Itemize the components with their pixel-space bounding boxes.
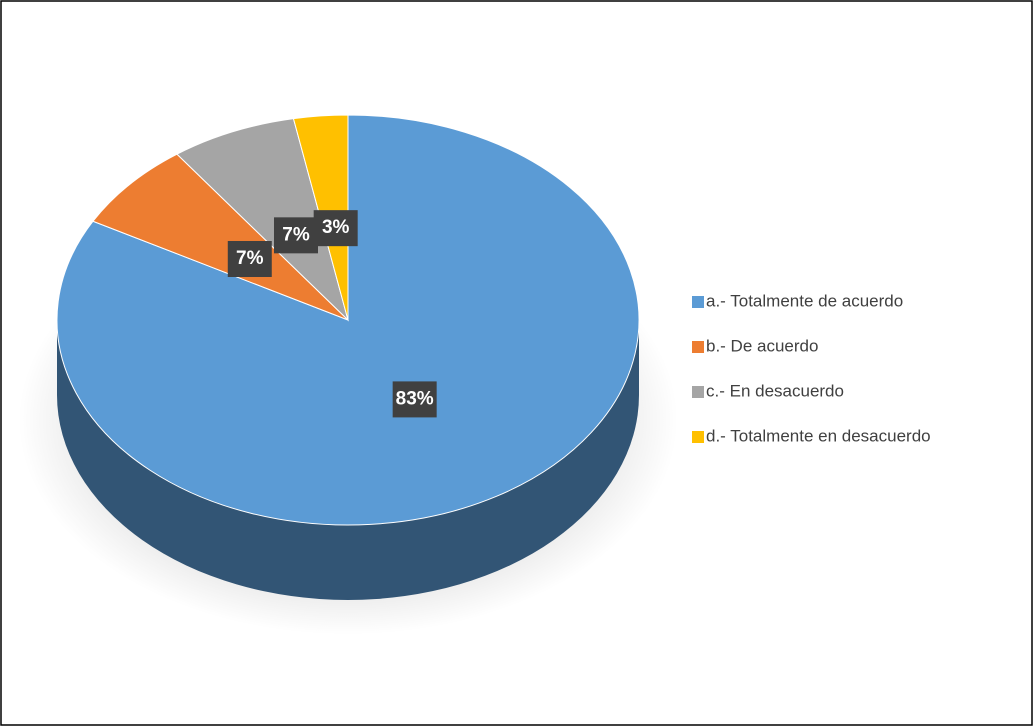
data-label-box — [227, 240, 272, 277]
legend-swatch — [692, 296, 704, 308]
data-label-box — [392, 381, 437, 418]
data-label-box — [273, 217, 318, 254]
data-label: 83% — [392, 381, 437, 418]
legend-label: c.- En desacuerdo — [706, 381, 844, 400]
legend-swatch — [692, 341, 704, 353]
data-label-text: 7% — [282, 224, 310, 245]
legend-label: b.- De acuerdo — [706, 336, 818, 355]
pie-slice — [92, 153, 349, 321]
legend-label: d.- Totalmente en desacuerdo — [706, 426, 931, 445]
data-label-text: 83% — [396, 388, 434, 409]
data-label: 7% — [273, 217, 318, 254]
legend-swatch — [692, 431, 704, 443]
legend-label: a.- Totalmente de acuerdo — [706, 291, 903, 310]
pie-slice-side — [57, 320, 639, 600]
data-label-text: 3% — [322, 217, 350, 238]
data-label: 7% — [227, 240, 272, 277]
pie-slice — [176, 118, 349, 322]
data-label-box — [313, 210, 358, 247]
data-label: 3% — [313, 210, 358, 247]
legend-swatch — [692, 386, 704, 398]
data-label-text: 7% — [236, 248, 264, 269]
